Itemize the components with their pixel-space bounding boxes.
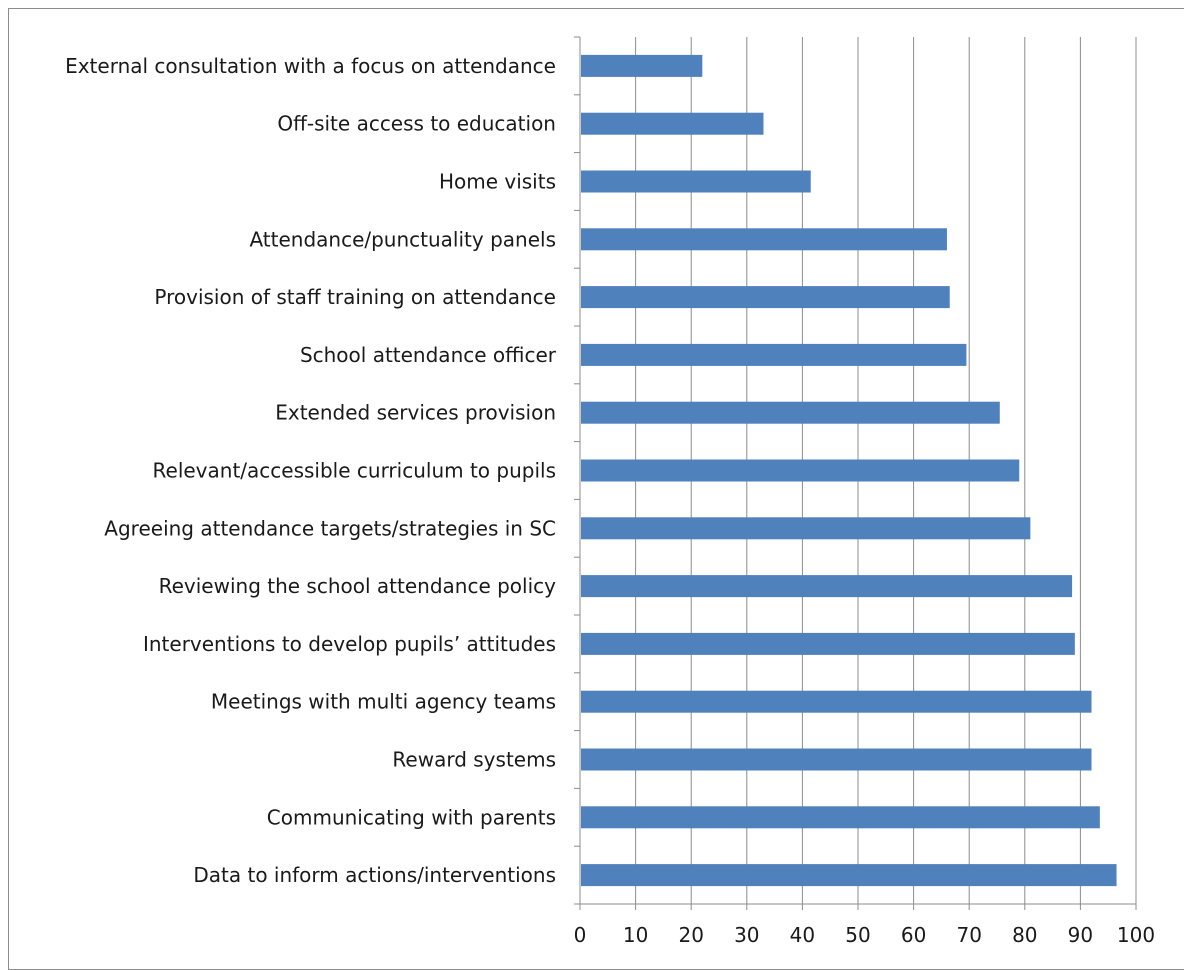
category-label: Interventions to develop pupils’ attitud…: [143, 632, 556, 656]
category-label: Off-site access to education: [277, 112, 556, 136]
x-tick-label: 0: [574, 923, 587, 947]
category-label: Relevant/accessible curriculum to pupils: [153, 459, 556, 483]
x-tick-label: 100: [1117, 923, 1155, 947]
category-label: Reward systems: [392, 748, 556, 772]
category-label: Attendance/punctuality panels: [249, 227, 556, 251]
axes: [574, 36, 1137, 910]
bar-10: [581, 632, 1075, 655]
bar-9: [581, 575, 1073, 598]
x-tick-label: 60: [901, 923, 926, 947]
category-label: Communicating with parents: [267, 805, 556, 829]
tick-labels: 0 10 20 30 40 50 60 70 80 90 100: [574, 923, 1155, 947]
x-tick-label: 20: [678, 923, 703, 947]
bar-13: [581, 806, 1100, 829]
category-label: Agreeing attendance targets/strategies i…: [104, 516, 556, 540]
bars: [581, 54, 1117, 887]
category-label: Reviewing the school attendance policy: [159, 574, 557, 598]
category-label: Provision of staff training on attendanc…: [154, 285, 556, 309]
bar-4: [581, 286, 950, 309]
category-label: External consultation with a focus on at…: [65, 54, 556, 78]
bar-2: [581, 170, 811, 193]
bar-0: [581, 54, 703, 77]
x-tick-label: 30: [734, 923, 759, 947]
bar-8: [581, 517, 1031, 540]
bar-11: [581, 690, 1092, 713]
x-tick-label: 40: [790, 923, 815, 947]
x-tick-label: 50: [845, 923, 870, 947]
bar-12: [581, 748, 1092, 771]
x-tick-label: 90: [1068, 923, 1093, 947]
x-tick-label: 70: [956, 923, 981, 947]
category-label: Home visits: [439, 170, 556, 194]
bar-6: [581, 401, 1000, 424]
bar-1: [581, 112, 764, 135]
category-label: Data to inform actions/interventions: [193, 863, 556, 887]
bar-7: [581, 459, 1020, 482]
category-label: Extended services provision: [275, 401, 556, 425]
x-tick-label: 80: [1012, 923, 1037, 947]
bar-5: [581, 343, 967, 366]
bar-14: [581, 864, 1117, 887]
category-label: Meetings with multi agency teams: [211, 690, 556, 714]
bar-3: [581, 228, 947, 251]
category-label: School attendance officer: [300, 343, 557, 367]
x-tick-label: 10: [623, 923, 648, 947]
category-labels: External consultation with a focus on at…: [65, 54, 557, 887]
